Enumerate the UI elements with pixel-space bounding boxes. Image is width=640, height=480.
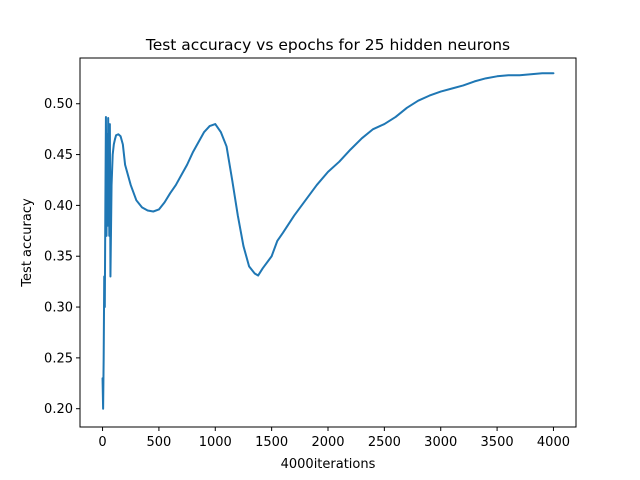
x-tick-label: 3500 [481,435,514,450]
x-axis: 0 500 1000 1500 2000 2500 3000 3500 4000 [98,427,570,450]
x-tick-label: 1500 [255,435,288,450]
x-axis-label: 4000iterations [281,457,376,472]
y-axis: 0.20 0.25 0.30 0.35 0.40 0.45 0.50 [44,97,80,417]
chart-title: Test accuracy vs epochs for 25 hidden ne… [145,36,510,54]
y-tick-label: 0.40 [44,199,73,214]
x-tick-label: 2000 [311,435,344,450]
x-tick-label: 2500 [368,435,401,450]
plot-area [101,72,555,410]
y-tick-label: 0.30 [44,301,73,316]
y-tick-label: 0.35 [44,250,73,265]
x-tick-label: 0 [98,435,106,450]
y-tick-label: 0.25 [44,351,73,366]
x-tick-label: 3000 [424,435,457,450]
x-tick-label: 500 [146,435,171,450]
y-tick-label: 0.50 [44,97,73,112]
series-line-0 [101,72,555,410]
y-axis-label: Test accuracy [20,198,35,288]
x-tick-label: 4000 [537,435,570,450]
y-tick-label: 0.20 [44,402,73,417]
y-tick-label: 0.45 [44,148,73,163]
x-tick-label: 1000 [199,435,232,450]
